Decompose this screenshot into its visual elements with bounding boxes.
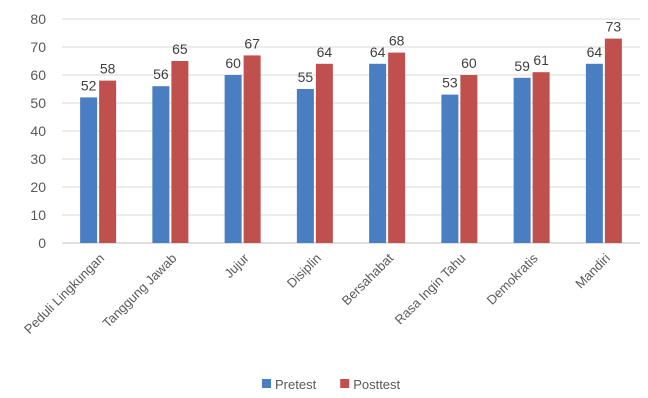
y-tick-label: 50: [30, 95, 46, 111]
x-tick-label: Bersahabat: [339, 250, 397, 308]
data-label: 55: [298, 69, 314, 85]
bar-posttest: [604, 38, 622, 243]
data-label: 65: [172, 41, 188, 57]
data-label: 64: [587, 44, 603, 60]
legend-swatch: [340, 379, 350, 388]
y-tick-label: 10: [30, 207, 46, 223]
y-tick-label: 30: [30, 151, 46, 167]
data-label: 60: [225, 55, 241, 71]
bar-pretest: [296, 89, 314, 243]
data-label: 61: [533, 52, 549, 68]
legend-swatch: [262, 379, 271, 388]
x-tick-label: Mandiri: [572, 250, 613, 291]
bar-posttest: [388, 52, 406, 243]
bar-posttest: [460, 75, 478, 243]
data-label: 64: [317, 44, 333, 60]
x-tick-label: Peduli Lingkungan: [21, 251, 107, 337]
bar-pretest: [152, 86, 170, 243]
data-label: 64: [370, 44, 386, 60]
bar-posttest: [99, 80, 117, 243]
bar-posttest: [532, 72, 550, 243]
bar-pretest: [441, 94, 459, 243]
y-tick-label: 80: [30, 11, 46, 27]
bars: [80, 38, 622, 244]
legend-label: Pretest: [275, 377, 317, 392]
y-tick-label: 40: [30, 123, 46, 139]
data-label: 53: [442, 75, 458, 91]
x-tick-label: Jujur: [221, 250, 252, 281]
y-tick-label: 20: [30, 179, 46, 195]
y-axis-ticks: 0 10 20 30 40 50 60 70 80: [30, 11, 46, 251]
data-label: 59: [514, 58, 530, 74]
y-tick-label: 60: [30, 67, 46, 83]
legend: Pretest Posttest: [262, 377, 401, 392]
bar-pretest: [224, 75, 242, 243]
bar-pretest: [80, 97, 98, 244]
bar-pretest: [513, 77, 531, 243]
data-label: 60: [461, 55, 477, 71]
data-label: 58: [100, 61, 116, 77]
data-label: 68: [389, 33, 405, 49]
x-tick-label: Tanggung Jawab: [99, 251, 179, 331]
bar-posttest: [171, 61, 189, 243]
bar-pretest: [369, 63, 387, 243]
x-tick-label: Disiplin: [284, 251, 324, 291]
data-label: 67: [244, 35, 260, 51]
data-label: 56: [153, 66, 169, 82]
bar-pretest: [585, 63, 603, 243]
legend-label: Posttest: [353, 377, 400, 392]
y-tick-label: 0: [38, 235, 46, 251]
bar-posttest: [243, 55, 261, 244]
x-tick-label: Demokratis: [484, 250, 541, 307]
gridlines: [62, 18, 640, 244]
data-label: 52: [81, 77, 97, 93]
data-label: 73: [606, 19, 622, 35]
y-tick-label: 70: [30, 39, 46, 55]
x-tick-label: Rasa Ingin Tahu: [392, 251, 469, 328]
bar-posttest: [315, 63, 333, 243]
